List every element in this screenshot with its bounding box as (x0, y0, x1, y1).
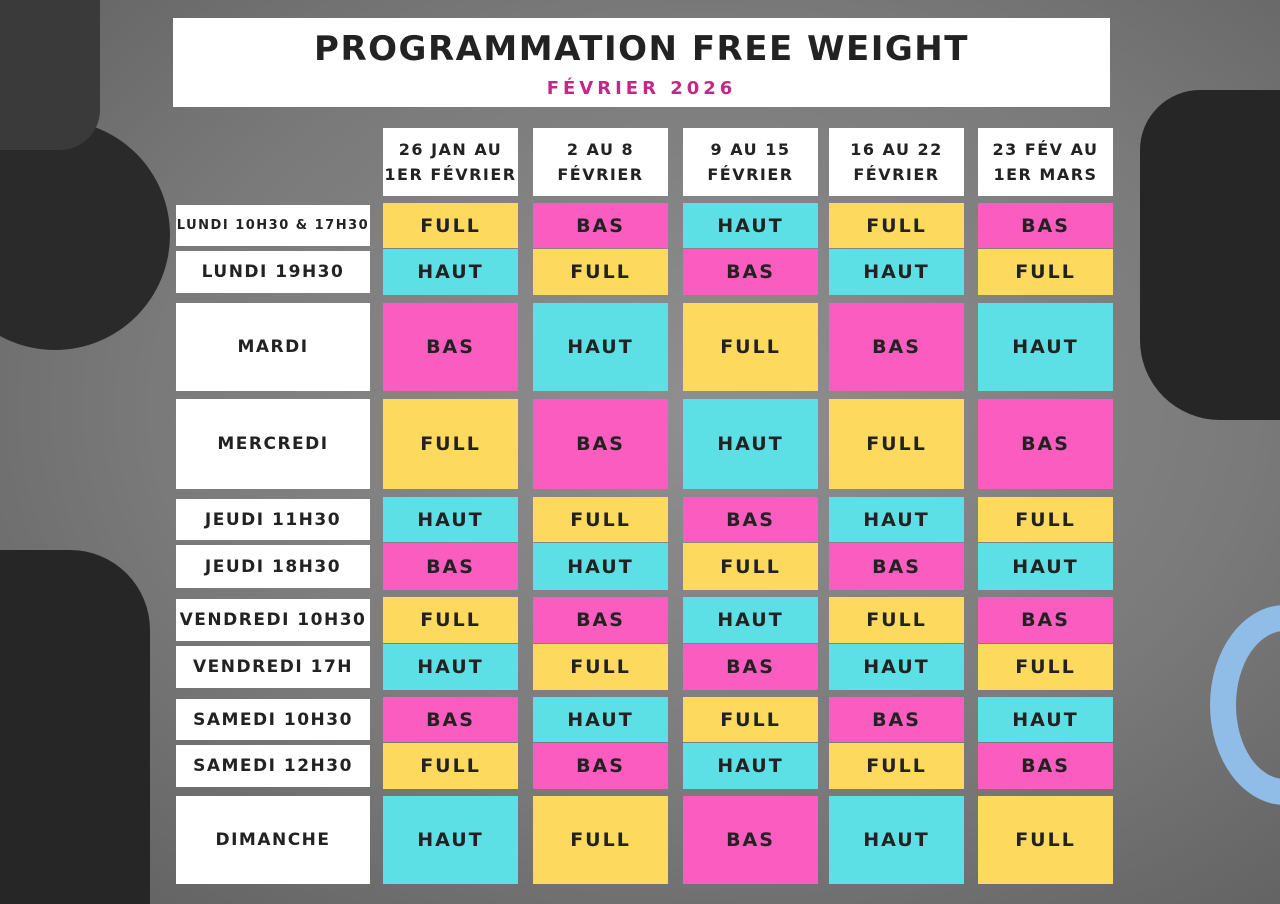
session-cell: HAUT (383, 644, 518, 690)
column-header: 16 AU 22 FÉVRIER (829, 128, 964, 196)
row-label: MERCREDI (176, 399, 370, 489)
row-label: VENDREDI 10H30 (176, 599, 370, 641)
session-cell: FULL (533, 249, 668, 295)
column-header: 9 AU 15 FÉVRIER (683, 128, 818, 196)
subtitle: FÉVRIER 2026 (546, 77, 737, 99)
session-cell: FULL (978, 497, 1113, 542)
session-cell: HAUT (683, 399, 818, 489)
column-header: 26 JAN AU 1ER FÉVRIER (383, 128, 518, 196)
session-cell: FULL (533, 644, 668, 690)
session-cell: HAUT (978, 543, 1113, 590)
session-cell: HAUT (533, 697, 668, 742)
session-cell: HAUT (978, 303, 1113, 391)
row-label: JEUDI 11H30 (176, 499, 370, 540)
column-header-line: FÉVRIER (707, 165, 794, 184)
session-cell: BAS (829, 697, 964, 742)
session-cell: BAS (383, 543, 518, 590)
row-label: SAMEDI 12H30 (176, 745, 370, 787)
session-cell: FULL (383, 203, 518, 248)
session-cell: BAS (533, 743, 668, 789)
session-cell: BAS (383, 697, 518, 742)
session-cell: BAS (533, 597, 668, 643)
session-cell: BAS (978, 203, 1113, 248)
session-cell: FULL (683, 543, 818, 590)
dumbbell-decoration (0, 120, 170, 350)
row-label: VENDREDI 17H (176, 646, 370, 688)
column-header-line: 2 AU 8 (566, 140, 635, 159)
session-cell: BAS (978, 597, 1113, 643)
session-cell: BAS (533, 399, 668, 489)
session-cell: FULL (383, 399, 518, 489)
session-cell: BAS (683, 644, 818, 690)
column-header-line: FÉVRIER (853, 165, 940, 184)
column-header-line: 23 FÉV AU (992, 140, 1099, 159)
session-cell: BAS (829, 303, 964, 391)
glove-decoration (0, 550, 150, 904)
session-cell: HAUT (683, 203, 818, 248)
dumbbell-handle (0, 0, 100, 150)
row-label: LUNDI 10H30 & 17H30 (176, 205, 370, 246)
session-cell: BAS (533, 203, 668, 248)
column-header-line: 1ER FÉVRIER (384, 165, 517, 184)
session-cell: FULL (829, 399, 964, 489)
row-label: MARDI (176, 303, 370, 391)
column-header-line: 26 JAN AU (398, 140, 503, 159)
session-cell: BAS (829, 543, 964, 590)
session-cell: HAUT (829, 249, 964, 295)
session-cell: HAUT (829, 497, 964, 542)
session-cell: BAS (683, 497, 818, 542)
session-cell: FULL (533, 497, 668, 542)
column-header: 2 AU 8 FÉVRIER (533, 128, 668, 196)
column-header-line: 9 AU 15 (710, 140, 791, 159)
session-cell: BAS (683, 249, 818, 295)
row-label: DIMANCHE (176, 796, 370, 884)
session-cell: FULL (683, 303, 818, 391)
glove-decoration (1140, 90, 1280, 420)
session-cell: FULL (829, 597, 964, 643)
session-cell: HAUT (829, 796, 964, 884)
session-cell: HAUT (683, 597, 818, 643)
session-cell: HAUT (829, 644, 964, 690)
session-cell: HAUT (383, 497, 518, 542)
session-cell: HAUT (383, 796, 518, 884)
column-header-line: 1ER MARS (993, 165, 1098, 184)
column-header: 23 FÉV AU 1ER MARS (978, 128, 1113, 196)
session-cell: BAS (683, 796, 818, 884)
session-cell: BAS (383, 303, 518, 391)
session-cell: FULL (978, 644, 1113, 690)
session-cell: HAUT (978, 697, 1113, 742)
session-cell: FULL (383, 597, 518, 643)
session-cell: HAUT (383, 249, 518, 295)
row-label: LUNDI 19H30 (176, 251, 370, 293)
session-cell: FULL (683, 697, 818, 742)
column-header-line: 16 AU 22 (850, 140, 943, 159)
session-cell: BAS (978, 743, 1113, 789)
title-box: PROGRAMMATION FREE WEIGHT FÉVRIER 2026 (173, 18, 1110, 107)
ring-decoration (1210, 605, 1280, 805)
row-label: JEUDI 18H30 (176, 545, 370, 588)
session-cell: FULL (383, 743, 518, 789)
title: PROGRAMMATION FREE WEIGHT (314, 29, 969, 69)
row-label: SAMEDI 10H30 (176, 699, 370, 740)
session-cell: BAS (978, 399, 1113, 489)
session-cell: HAUT (683, 743, 818, 789)
session-cell: FULL (533, 796, 668, 884)
session-cell: FULL (978, 249, 1113, 295)
session-cell: FULL (829, 743, 964, 789)
column-header-line: FÉVRIER (557, 165, 644, 184)
session-cell: HAUT (533, 303, 668, 391)
session-cell: FULL (829, 203, 964, 248)
session-cell: HAUT (533, 543, 668, 590)
session-cell: FULL (978, 796, 1113, 884)
